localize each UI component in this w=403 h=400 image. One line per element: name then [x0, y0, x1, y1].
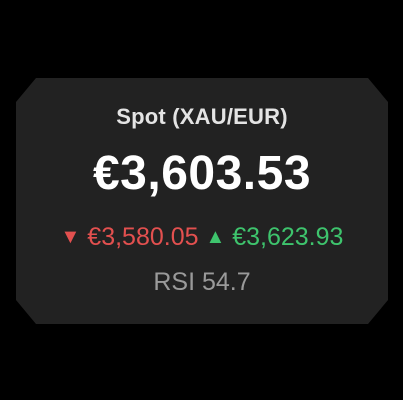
triangle-down-icon: ▼: [60, 226, 81, 248]
price-range: ▼ €3,580.05 ▲ €3,623.93: [16, 223, 388, 252]
spot-price: €3,603.53: [92, 147, 312, 200]
spot-price-widget[interactable]: Spot (XAU/EUR) €3,603.53 ▼ €3,580.05 ▲ €…: [16, 78, 388, 324]
low-price: €3,580.05: [87, 223, 199, 251]
widget-title: Spot (XAU/EUR): [116, 104, 288, 129]
rsi-value: RSI 54.7: [153, 268, 251, 296]
triangle-up-icon: ▲: [205, 226, 226, 248]
high-price: €3,623.93: [232, 223, 344, 251]
